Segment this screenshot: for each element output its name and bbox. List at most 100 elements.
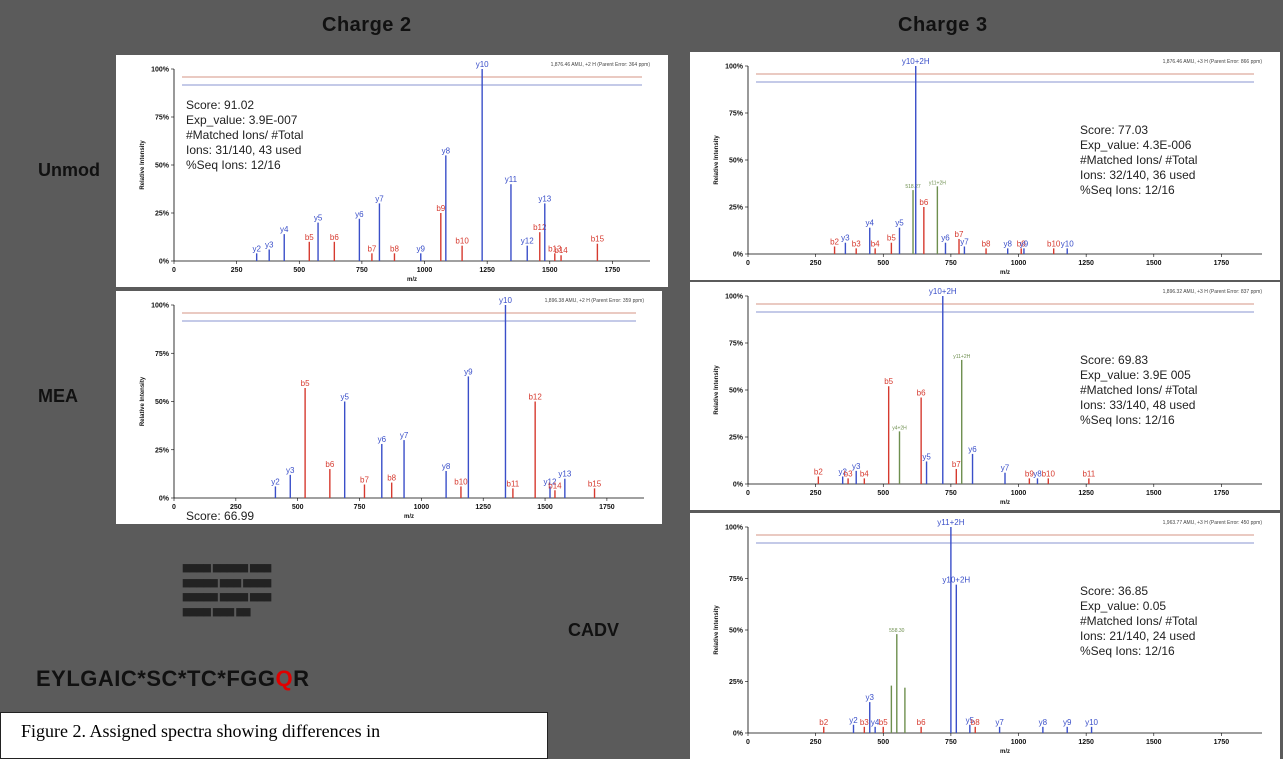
y-axis-title: Relative Intensity (140, 140, 146, 190)
x-tick-label: 1750 (1214, 739, 1230, 746)
peak-label: b12 (533, 223, 547, 232)
peak-label: b13 (548, 244, 562, 253)
peak-label: y6 (968, 445, 977, 454)
y-axis-title: Relative Intensity (714, 605, 720, 655)
peak-label: y12 (544, 477, 557, 486)
peak-label: y7 (375, 194, 384, 203)
row-label-unmod: Unmod (38, 160, 100, 180)
row-label-mea: MEA (38, 386, 78, 406)
peak-label: y3 (866, 693, 875, 702)
peak-label: 518.27 (905, 184, 921, 190)
peptide-sequence: EYLGAIC*SC*TC*FGGQR (36, 666, 310, 692)
peak-label: b3 (860, 718, 869, 727)
x-tick-label: 250 (810, 490, 822, 497)
y-axis-title: Relative Intensity (714, 365, 720, 415)
x-tick-label: 750 (945, 490, 957, 497)
score-line: #Matched Ions/ #Total (186, 128, 303, 142)
score-line: %Seq Ions: 12/16 (1080, 644, 1175, 658)
peak-label: 558.30 (889, 628, 905, 634)
score-line: Score: 69.83 (1080, 353, 1148, 367)
peak-label: b7 (955, 230, 964, 239)
peak-label: y11 (505, 175, 518, 184)
x-tick-label: 0 (172, 504, 176, 511)
x-tick-label: 1750 (605, 267, 621, 274)
y-axis-title: Relative Intensity (714, 135, 720, 185)
peak-label: b8 (390, 244, 399, 253)
x-tick-label: 500 (293, 267, 305, 274)
y-tick-label: 100% (151, 67, 170, 74)
peak-label: b10 (454, 477, 468, 486)
x-tick-label: 1250 (1078, 260, 1094, 267)
x-tick-label: 250 (231, 267, 243, 274)
peak-label: b3 (844, 469, 853, 478)
peak-label: b14 (548, 481, 562, 490)
peak-label: b8 (387, 474, 396, 483)
peak-label: y5 (340, 393, 349, 402)
x-axis-title: m/z (1000, 500, 1010, 506)
peak-label: y10+2H (929, 287, 957, 296)
x-tick-label: 1500 (1146, 490, 1162, 497)
peak-label: b10 (1042, 469, 1056, 478)
peak-label: y10+2H (902, 57, 930, 66)
peak-label: b9 (1025, 469, 1034, 478)
spectrum-c3-unmod: 1,876.46 AMU, +3 H (Parent Error: 866 pp… (714, 57, 1262, 276)
peak-label: b11 (1082, 469, 1095, 478)
peak-label: b5 (305, 233, 314, 242)
peak-label: y3 (286, 466, 295, 475)
peak-label: y13 (558, 470, 571, 479)
peak-label: b5 (301, 379, 310, 388)
peak-label: b10 (455, 237, 469, 246)
peak-label: b5 (884, 377, 893, 386)
y-tick-label: 75% (729, 341, 744, 348)
peak-label: y9 (1020, 239, 1029, 248)
y-tick-label: 0% (733, 482, 744, 489)
peak-label: y9 (417, 244, 426, 253)
peak-label: b9 (1017, 239, 1026, 248)
x-tick-label: 250 (810, 260, 822, 267)
x-tick-label: 1500 (537, 504, 553, 511)
score-line: Exp_value: 3.9E-007 (186, 113, 298, 127)
y-tick-label: 50% (155, 163, 170, 170)
score-line: Ions: 31/140, 43 used (186, 143, 301, 157)
peak-label: y9 (464, 367, 473, 376)
x-tick-label: 1500 (542, 267, 558, 274)
x-tick-label: 750 (945, 260, 957, 267)
row-label-cadv: CADV (568, 620, 620, 640)
y-tick-label: 100% (725, 64, 744, 71)
score-line: #Matched Ions/ #Total (1080, 383, 1197, 397)
peak-label: b10 (1047, 239, 1061, 248)
spectrum-panel-c2-mea: 1,896.38 AMU, +2 H (Parent Error: 359 pp… (116, 291, 662, 524)
peak-label: b5 (879, 718, 888, 727)
x-tick-label: 1750 (1214, 490, 1230, 497)
x-axis-title: m/z (1000, 270, 1010, 276)
peak-label: y4+2H (892, 425, 907, 431)
y-tick-label: 0% (733, 252, 744, 259)
charge3-title: Charge 3 (898, 14, 988, 36)
peak-label: b7 (952, 460, 961, 469)
score-line: #Matched Ions/ #Total (1080, 614, 1197, 628)
peak-label: b15 (591, 235, 605, 244)
spectrum-panel-c3-mea: 1,896.32 AMU, +3 H (Parent Error: 837 pp… (690, 282, 1280, 510)
spectrum-panel-c2-unmod: 1,876.46 AMU, +2 H (Parent Error: 364 pp… (116, 55, 668, 287)
score-line: Ions: 21/140, 24 used (1080, 629, 1195, 643)
score-line: Score: 66.99 (186, 509, 254, 523)
peak-label: y11+2H (937, 518, 964, 527)
x-tick-label: 1000 (1011, 260, 1027, 267)
spectrum-header: 1,963.77 AMU, +3 H (Parent Error: 450 pp… (1163, 520, 1263, 526)
figure-caption: Figure 2. Assigned spectra showing diffe… (0, 712, 548, 759)
x-tick-label: 1250 (475, 504, 491, 511)
x-axis-title: m/z (1000, 749, 1010, 755)
y-tick-label: 50% (729, 158, 744, 165)
spectrum-c2-unmod: 1,876.46 AMU, +2 H (Parent Error: 364 pp… (140, 60, 650, 283)
score-line: %Seq Ions: 12/16 (1080, 413, 1175, 427)
x-tick-label: 1500 (1146, 739, 1162, 746)
x-tick-label: 1000 (417, 267, 433, 274)
x-tick-label: 1000 (414, 504, 430, 511)
peak-label: y5 (966, 716, 975, 725)
score-line: Score: 36.85 (1080, 584, 1148, 598)
x-tick-label: 0 (746, 739, 750, 746)
y-tick-label: 25% (729, 679, 744, 686)
peak-label: b7 (360, 475, 369, 484)
peak-label: y4 (866, 219, 875, 228)
peak-label: b2 (819, 718, 828, 727)
